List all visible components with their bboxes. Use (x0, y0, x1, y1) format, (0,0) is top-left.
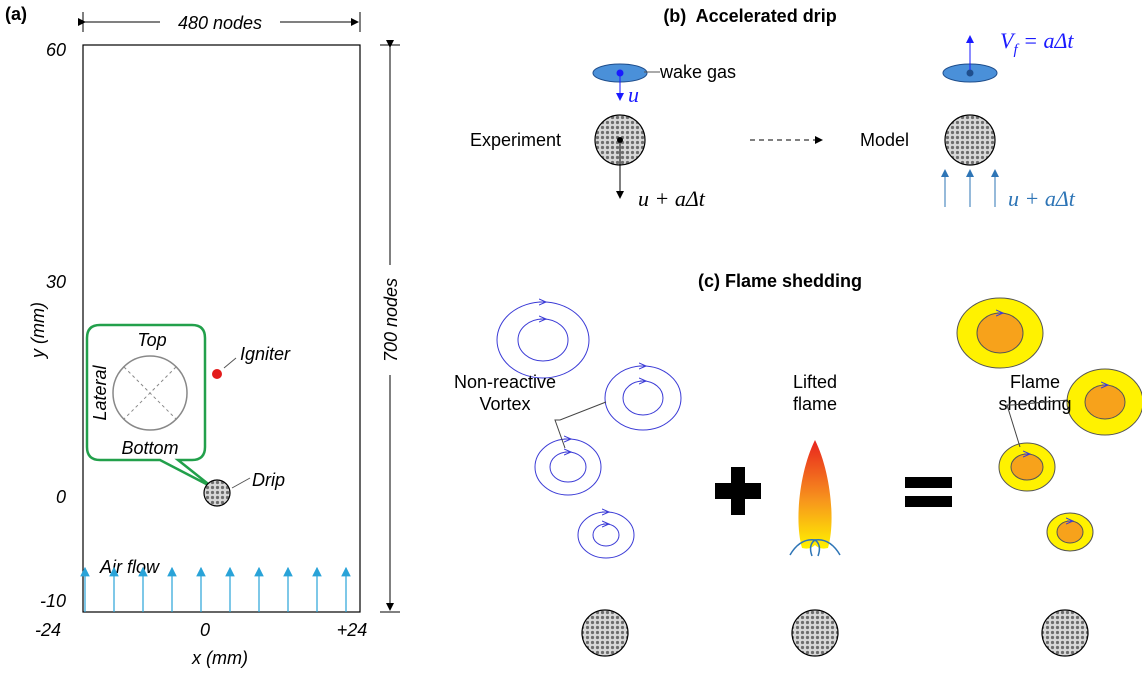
drip (582, 610, 628, 656)
vortices (497, 302, 681, 558)
line: Lifted (793, 372, 837, 392)
line: shedding (998, 394, 1071, 414)
x-axis-label: x (mm) (191, 648, 248, 668)
drip (792, 610, 838, 656)
drip (945, 115, 995, 165)
callout-top: Top (137, 330, 166, 350)
flame-vortices (957, 298, 1142, 551)
igniter (212, 369, 222, 379)
flame-inner (977, 313, 1023, 353)
line: Non-reactive (454, 372, 556, 392)
y-tick-label: -10 (40, 591, 66, 611)
experiment-label: Experiment (470, 130, 561, 150)
center-dot (617, 70, 624, 77)
callout-lateral: Lateral (90, 364, 110, 420)
figure: (a) 480 nodes 700 nodes 60 30 0 -10 -24 … (0, 0, 1142, 675)
vortex-outer (497, 302, 589, 378)
y-tick-label: 0 (56, 487, 66, 507)
center-dot (617, 137, 623, 143)
vortex-inner (623, 381, 663, 415)
callout-bottom: Bottom (121, 438, 178, 458)
air-flow-label: Air flow (99, 557, 160, 577)
center-dot (967, 70, 974, 77)
panel-title: (c) Flame shedding (698, 271, 862, 291)
drip (204, 480, 230, 506)
panel-label: (a) (5, 4, 27, 24)
u-label: u (628, 82, 639, 107)
experiment-velocity: u + aΔt (638, 186, 706, 211)
panel-title: (b) Accelerated drip (663, 6, 836, 26)
equals-bar (905, 477, 952, 488)
leader (232, 478, 250, 488)
flame-inner (1011, 454, 1043, 480)
line: Vortex (479, 394, 530, 414)
x-tick-label: -24 (35, 620, 61, 640)
x-tick-label: +24 (337, 620, 368, 640)
flame-inner (1057, 521, 1083, 543)
vortex-outer (605, 366, 681, 430)
equals-bar (905, 496, 952, 507)
equation: = aΔt (1018, 28, 1075, 53)
x-tick-label: 0 (200, 620, 210, 640)
width-label: 480 nodes (178, 13, 262, 33)
y-axis-label: y (mm) (28, 302, 48, 360)
line: flame (793, 394, 837, 414)
height-label: 700 nodes (381, 278, 401, 362)
wake-gas-label: wake gas (659, 62, 736, 82)
model-velocity: u + aΔt (1008, 186, 1076, 211)
y-tick-label: 30 (46, 272, 66, 292)
lifted-flame (798, 440, 831, 549)
drip (1042, 610, 1088, 656)
model-label: Model (860, 130, 909, 150)
vortex-inner (518, 319, 568, 361)
line: Flame (1010, 372, 1060, 392)
vortex-inner (593, 524, 619, 546)
igniter-label: Igniter (240, 344, 291, 364)
y-tick-label: 60 (46, 40, 66, 60)
flame-velocity: Vf = aΔt (1000, 28, 1074, 58)
page: (a) 480 nodes 700 nodes 60 30 0 -10 -24 … (0, 0, 1142, 675)
leader (224, 358, 236, 368)
vortex-inner (550, 452, 586, 482)
plus (715, 467, 761, 515)
drip-label: Drip (252, 470, 285, 490)
vortex-outer (578, 512, 634, 558)
vortex-outer (535, 439, 601, 495)
flame-inner (1085, 385, 1125, 419)
